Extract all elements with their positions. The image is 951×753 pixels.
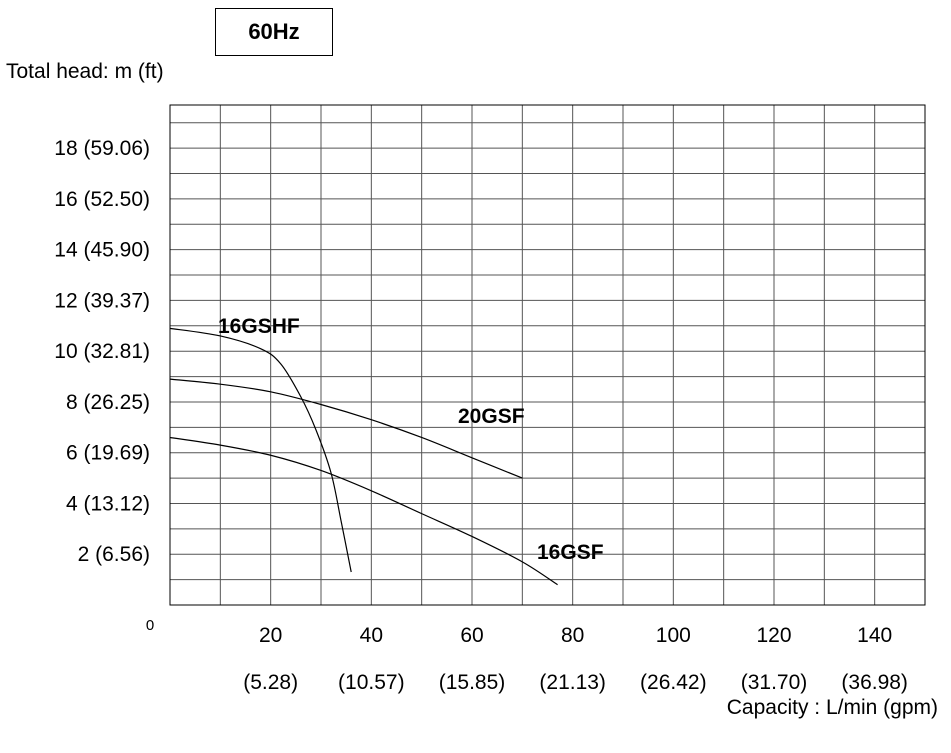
x-tick-label: 20 [259, 624, 282, 647]
x-tick-sublabel: (10.57) [338, 671, 405, 694]
x-tick-sublabel: (26.42) [640, 671, 707, 694]
x-tick-label: 120 [756, 624, 791, 647]
x-axis-title: Capacity : L/min (gpm) [726, 696, 938, 719]
y-tick-label: 8 (26.25) [66, 391, 150, 414]
x-tick-sublabel: (21.13) [539, 671, 606, 694]
y-tick-label: 2 (6.56) [78, 543, 150, 566]
series-label-16GSF: 16GSF [537, 541, 604, 564]
y-tick-label: 4 (13.12) [66, 492, 150, 515]
y-tick-label: 12 (39.37) [54, 289, 150, 312]
series-label-16GSHF: 16GSHF [218, 315, 300, 338]
series-line-16GSF [169, 436, 558, 586]
series-label-20GSF: 20GSF [458, 405, 525, 428]
x-tick-label: 40 [360, 624, 383, 647]
x-tick-label: 80 [561, 624, 584, 647]
x-tick-sublabel: (5.28) [243, 671, 298, 694]
y-tick-label: 14 (45.90) [54, 239, 150, 262]
x-origin-label: 0 [146, 617, 154, 634]
x-tick-sublabel: (36.98) [841, 671, 908, 694]
y-tick-label: 18 (59.06) [54, 137, 150, 160]
x-tick-sublabel: (15.85) [439, 671, 506, 694]
y-tick-label: 16 (52.50) [54, 188, 150, 211]
y-tick-label: 10 (32.81) [54, 340, 150, 363]
y-axis-title: Total head: m (ft) [6, 60, 164, 83]
series-line-16GSHF [169, 327, 352, 573]
x-tick-sublabel: (31.70) [741, 671, 808, 694]
plot-frame [169, 104, 926, 606]
frequency-label: 60Hz [248, 19, 300, 44]
x-tick-label: 60 [460, 624, 483, 647]
y-tick-label: 6 (19.69) [66, 442, 150, 465]
series-line-20GSF [169, 378, 523, 479]
frequency-label-box: 60Hz [215, 8, 333, 56]
x-tick-label: 100 [656, 624, 691, 647]
x-tick-label: 140 [857, 624, 892, 647]
